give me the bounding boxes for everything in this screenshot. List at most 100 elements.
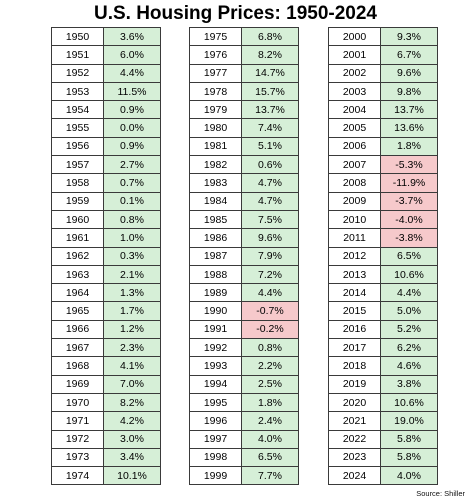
year-cell: 2008: [328, 173, 381, 193]
change-cell: 2.4%: [241, 411, 299, 431]
change-cell: 3.8%: [380, 374, 438, 394]
year-cell: 2013: [328, 264, 381, 285]
year-cell: 1984: [189, 191, 242, 211]
table-row: 1965 1.7%: [51, 301, 161, 321]
table-row: 1959 0.1%: [51, 191, 161, 211]
change-cell: 5.0%: [380, 301, 438, 321]
table-row: 1997 4.0%: [189, 429, 299, 449]
year-cell: 1958: [51, 173, 104, 193]
year-cell: 2024: [328, 466, 381, 486]
table-row: 2002 9.6%: [328, 63, 438, 83]
change-cell: -3.8%: [380, 228, 438, 248]
table-row: 1976 8.2%: [189, 45, 299, 65]
year-cell: 1996: [189, 411, 242, 431]
year-cell: 2002: [328, 63, 381, 83]
table-row: 1956 0.9%: [51, 136, 161, 157]
change-cell: 5.2%: [380, 319, 438, 340]
year-cell: 2009: [328, 191, 381, 211]
change-cell: 0.8%: [103, 209, 161, 230]
table-row: 1983 4.7%: [189, 173, 299, 193]
change-cell: 13.7%: [241, 100, 299, 120]
year-cell: 1952: [51, 63, 104, 83]
change-cell: 10.6%: [380, 392, 438, 413]
table-row: 1957 2.7%: [51, 155, 161, 175]
table-row: 1992 0.8%: [189, 338, 299, 358]
year-cell: 2020: [328, 392, 381, 413]
change-cell: 15.7%: [241, 81, 299, 102]
year-cell: 1982: [189, 155, 242, 175]
change-cell: 7.0%: [103, 374, 161, 394]
change-cell: 4.4%: [241, 283, 299, 303]
change-cell: 5.1%: [241, 136, 299, 157]
year-cell: 1964: [51, 283, 104, 303]
table-row: 1995 1.8%: [189, 392, 299, 413]
table-row: 1982 0.6%: [189, 155, 299, 175]
year-cell: 1991: [189, 319, 242, 340]
year-cell: 2001: [328, 45, 381, 65]
year-cell: 1992: [189, 338, 242, 358]
change-cell: 9.3%: [380, 26, 438, 47]
table-row: 1994 2.5%: [189, 374, 299, 394]
change-cell: 14.7%: [241, 63, 299, 83]
table-row: 1980 7.4%: [189, 118, 299, 138]
change-cell: 0.9%: [103, 100, 161, 120]
table-row: 1958 0.7%: [51, 173, 161, 193]
year-cell: 2016: [328, 319, 381, 340]
year-cell: 2021: [328, 411, 381, 431]
change-cell: 7.4%: [241, 118, 299, 138]
year-cell: 1977: [189, 63, 242, 83]
table-row: 1991 -0.2%: [189, 319, 299, 340]
change-cell: -0.2%: [241, 319, 299, 340]
year-cell: 1998: [189, 447, 242, 468]
change-cell: 13.6%: [380, 118, 438, 138]
table-row: 1953 11.5%: [51, 81, 161, 102]
year-cell: 1956: [51, 136, 104, 157]
change-cell: 6.0%: [103, 45, 161, 65]
table-row: 1985 7.5%: [189, 209, 299, 230]
change-cell: 6.5%: [241, 447, 299, 468]
year-cell: 1976: [189, 45, 242, 65]
change-cell: 1.8%: [380, 136, 438, 157]
table-row: 1971 4.2%: [51, 411, 161, 431]
change-cell: 8.2%: [241, 45, 299, 65]
year-cell: 1959: [51, 191, 104, 211]
change-cell: 5.8%: [380, 447, 438, 468]
year-cell: 1994: [189, 374, 242, 394]
table-row: 2020 10.6%: [328, 392, 438, 413]
year-cell: 2019: [328, 374, 381, 394]
year-cell: 1980: [189, 118, 242, 138]
year-cell: 1989: [189, 283, 242, 303]
year-cell: 1957: [51, 155, 104, 175]
table-row: 2008 -11.9%: [328, 173, 438, 193]
change-cell: 4.0%: [241, 429, 299, 449]
table-row: 2012 6.5%: [328, 246, 438, 266]
table-row: 2018 4.6%: [328, 356, 438, 376]
change-cell: 0.8%: [241, 338, 299, 358]
table-row: 1999 7.7%: [189, 466, 299, 486]
table-row: 1961 1.0%: [51, 228, 161, 248]
change-cell: 0.0%: [103, 118, 161, 138]
change-cell: 19.0%: [380, 411, 438, 431]
change-cell: 0.7%: [103, 173, 161, 193]
year-cell: 2004: [328, 100, 381, 120]
year-cell: 1954: [51, 100, 104, 120]
year-cell: 1986: [189, 228, 242, 248]
table-row: 1964 1.3%: [51, 283, 161, 303]
table-row: 2009 -3.7%: [328, 191, 438, 211]
change-cell: 3.6%: [103, 26, 161, 47]
change-cell: 4.7%: [241, 173, 299, 193]
change-cell: 1.8%: [241, 392, 299, 413]
table-row: 2013 10.6%: [328, 264, 438, 285]
year-cell: 2012: [328, 246, 381, 266]
year-cell: 1955: [51, 118, 104, 138]
year-cell: 1963: [51, 264, 104, 285]
table-row: 2022 5.8%: [328, 429, 438, 449]
year-cell: 1953: [51, 81, 104, 102]
change-cell: 7.7%: [241, 466, 299, 486]
year-cell: 2023: [328, 447, 381, 468]
year-cell: 1995: [189, 392, 242, 413]
year-cell: 1999: [189, 466, 242, 486]
year-cell: 2006: [328, 136, 381, 157]
table-row: 2001 6.7%: [328, 45, 438, 65]
page-title: U.S. Housing Prices: 1950-2024: [93, 3, 377, 24]
